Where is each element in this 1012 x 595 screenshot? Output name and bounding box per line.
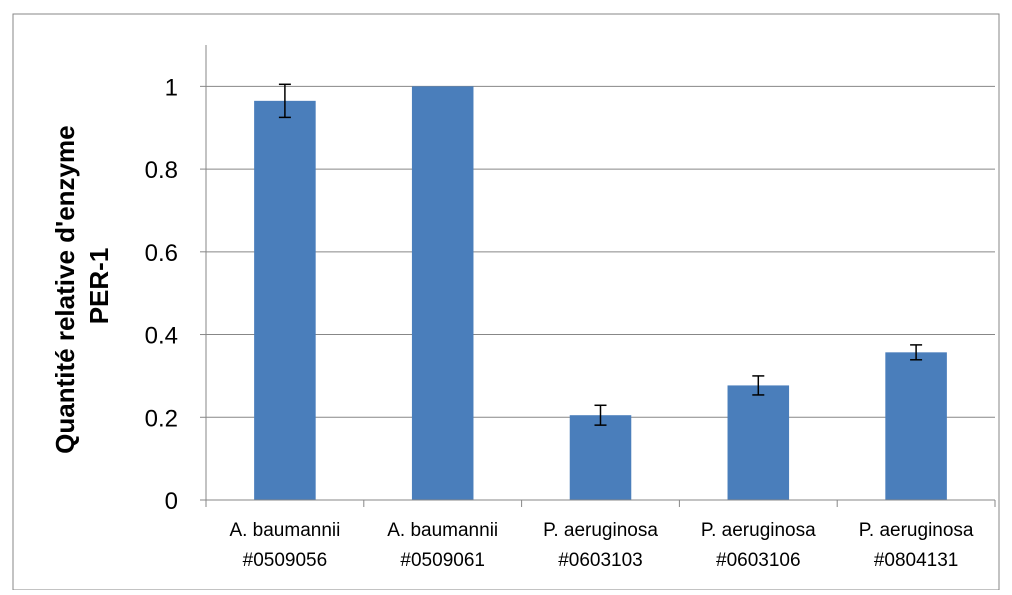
bar: [254, 100, 316, 500]
x-tick-label-line: #0603106: [716, 550, 801, 571]
y-axis-label-line-1: Quantité relative d'enzyme: [50, 125, 80, 453]
bar: [411, 86, 474, 500]
bars-group: [254, 86, 947, 500]
x-tick-label: A. baumannii #0509056: [229, 520, 340, 571]
axes-group: [200, 45, 996, 507]
x-tick-label-line: P. aeruginosa: [859, 520, 974, 541]
x-tick-label-line: #0804131: [874, 550, 959, 571]
x-tick-label: P. aeruginosa #0603106: [701, 520, 816, 571]
x-tick-labels: A. baumannii #0509056 A. baumannii #0509061…: [229, 520, 973, 571]
x-tick-label: P. aeruginosa #0603103: [543, 520, 658, 571]
gridlines: [206, 85, 995, 418]
x-tick-label-line: A. baumannii: [387, 520, 498, 541]
y-tick-label: 0.6: [145, 240, 178, 267]
bar: [569, 415, 632, 500]
x-tick-label: P. aeruginosa #0804131: [859, 520, 974, 571]
bar: [885, 352, 947, 500]
x-tick-label: A. baumannii #0509061: [387, 520, 498, 571]
chart-border: [12, 13, 1000, 591]
x-tick-label-line: #0509056: [243, 550, 328, 571]
x-tick-label-line: #0509061: [400, 550, 485, 571]
x-tick-label-line: P. aeruginosa: [701, 520, 816, 541]
y-axis-label-line-2: PER-1: [84, 248, 114, 325]
y-axis-label: Quantité relative d'enzyme PER-1: [50, 118, 114, 454]
y-tick-label: 1: [165, 74, 178, 101]
x-tick-label-line: P. aeruginosa: [543, 520, 658, 541]
errorbars-group: [278, 83, 923, 426]
y-tick-label: 0: [165, 488, 178, 515]
x-tick-label-line: #0603103: [558, 550, 643, 571]
y-tick-labels: 0 0.2 0.4 0.6 0.8 1: [145, 74, 178, 515]
bar: [727, 385, 790, 500]
x-tick-label-line: A. baumannii: [229, 520, 340, 541]
y-tick-label: 0.8: [145, 157, 178, 184]
y-tick-label: 0.4: [145, 323, 178, 350]
y-tick-label: 0.2: [145, 405, 178, 432]
